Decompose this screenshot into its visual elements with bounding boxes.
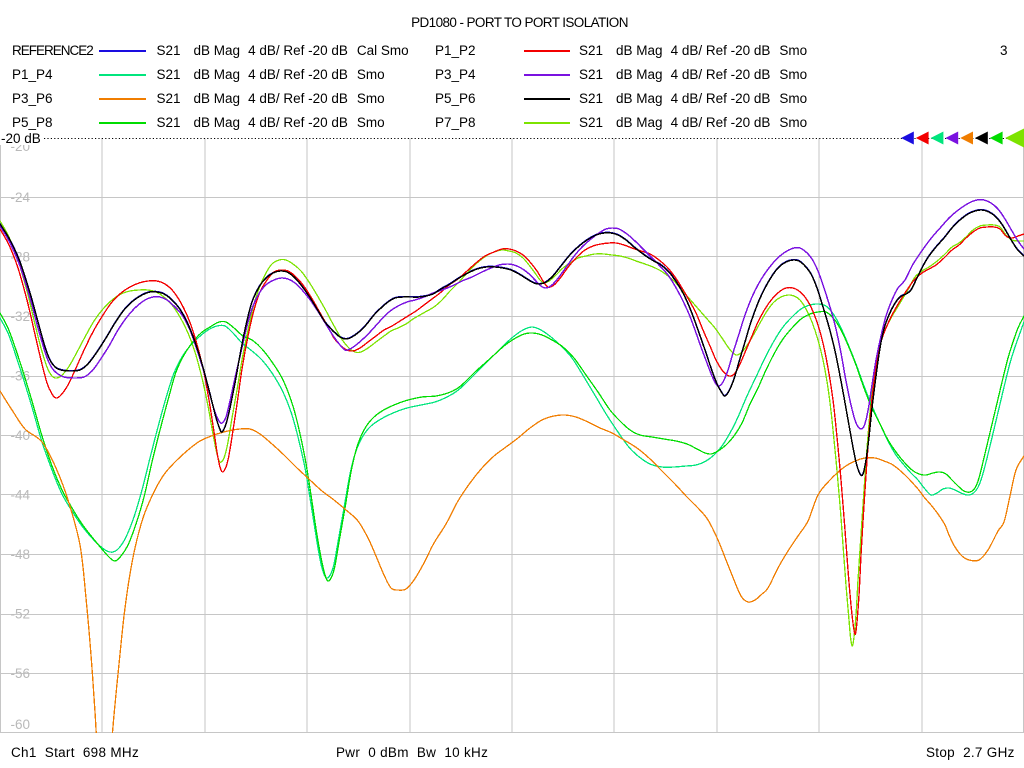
svg-text:-20 dB: -20 dB [1, 131, 41, 146]
svg-text:-56: -56 [10, 666, 30, 681]
svg-text:-52: -52 [10, 607, 30, 622]
svg-text:-44: -44 [10, 488, 30, 503]
svg-text:-32: -32 [10, 309, 30, 324]
svg-text:-24: -24 [10, 190, 30, 205]
svg-text:-60: -60 [10, 717, 30, 732]
svg-text:-48: -48 [10, 547, 30, 562]
svg-text:-40: -40 [10, 428, 30, 443]
